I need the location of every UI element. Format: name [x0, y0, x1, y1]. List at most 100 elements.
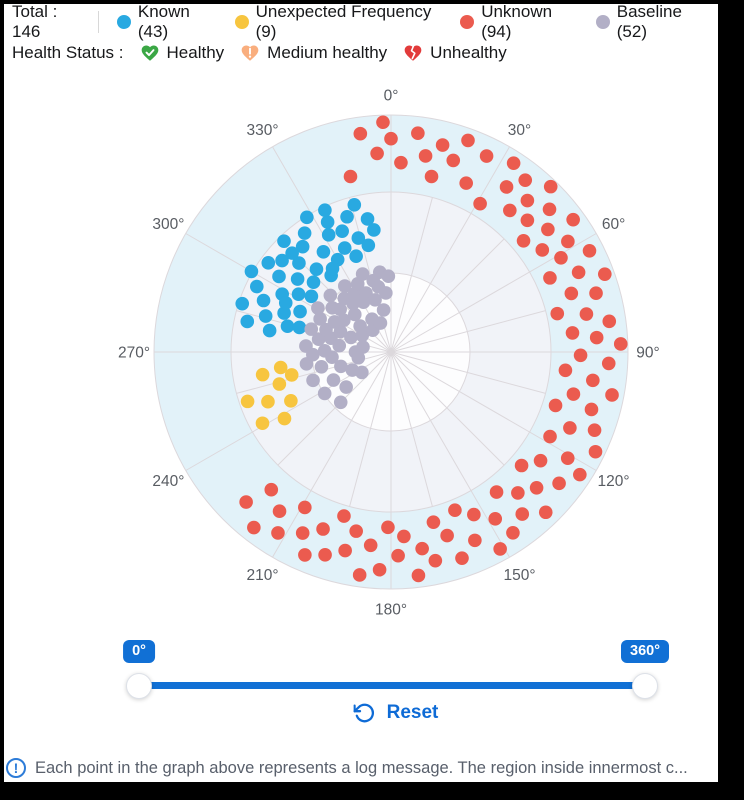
scatter-point-known[interactable] — [244, 264, 259, 279]
scatter-point-unexpected-frequency[interactable] — [273, 360, 288, 375]
scatter-point-unknown[interactable] — [506, 525, 520, 540]
scatter-point-known[interactable] — [250, 279, 264, 294]
legend-item-unknown[interactable]: Unknown (94) — [460, 4, 580, 42]
scatter-point-unknown[interactable] — [455, 551, 469, 565]
scatter-point-unexpected-frequency[interactable] — [255, 367, 270, 382]
scatter-point-unknown[interactable] — [247, 520, 261, 535]
scatter-point-baseline[interactable] — [353, 319, 367, 333]
scatter-point-known[interactable] — [261, 256, 276, 270]
scatter-point-unknown[interactable] — [564, 286, 579, 301]
scatter-point-known[interactable] — [367, 223, 381, 237]
scatter-point-known[interactable] — [321, 228, 336, 242]
scatter-point-known[interactable] — [316, 244, 331, 259]
scatter-point-known[interactable] — [293, 304, 307, 319]
scatter-point-unknown[interactable] — [376, 115, 390, 130]
scatter-point-baseline[interactable] — [379, 286, 393, 300]
scatter-point-unknown[interactable] — [589, 330, 604, 345]
scatter-point-unknown[interactable] — [518, 173, 533, 187]
scatter-point-unexpected-frequency[interactable] — [272, 377, 287, 391]
scatter-point-baseline[interactable] — [323, 288, 338, 303]
scatter-point-known[interactable] — [340, 209, 354, 224]
scatter-point-unknown[interactable] — [370, 146, 384, 161]
scatter-point-baseline[interactable] — [299, 339, 313, 353]
scatter-point-baseline[interactable] — [306, 373, 320, 388]
scatter-point-unknown[interactable] — [601, 356, 616, 371]
scatter-point-unknown[interactable] — [298, 548, 312, 562]
scatter-point-unknown[interactable] — [493, 542, 507, 556]
scatter-point-known[interactable] — [277, 234, 291, 248]
scatter-point-unknown[interactable] — [538, 505, 553, 520]
scatter-point-known[interactable] — [240, 314, 255, 329]
scatter-point-known[interactable] — [361, 238, 376, 253]
scatter-point-unknown[interactable] — [394, 155, 408, 170]
scatter-point-unknown[interactable] — [516, 233, 531, 248]
scatter-point-known[interactable] — [337, 241, 352, 255]
scatter-point-known[interactable] — [349, 249, 363, 264]
scatter-point-baseline[interactable] — [337, 313, 351, 327]
scatter-point-known[interactable] — [306, 275, 321, 290]
scatter-point-baseline[interactable] — [333, 302, 347, 317]
scatter-point-unknown[interactable] — [605, 388, 619, 402]
scatter-point-known[interactable] — [262, 323, 277, 338]
slider-handle-max[interactable] — [632, 673, 658, 699]
scatter-point-known[interactable] — [335, 224, 349, 238]
scatter-point-unknown[interactable] — [582, 244, 597, 258]
scatter-point-unknown[interactable] — [565, 326, 580, 340]
scatter-point-unknown[interactable] — [363, 538, 378, 553]
scatter-point-unknown[interactable] — [440, 528, 454, 543]
scatter-point-known[interactable] — [292, 320, 307, 335]
scatter-point-baseline[interactable] — [373, 316, 388, 330]
reset-button[interactable]: Reset — [353, 702, 438, 724]
scatter-point-unknown[interactable] — [468, 533, 482, 548]
scatter-point-unknown[interactable] — [587, 423, 602, 437]
scatter-point-unknown[interactable] — [272, 504, 287, 518]
scatter-point-baseline[interactable] — [347, 307, 362, 322]
scatter-point-unknown[interactable] — [343, 169, 358, 184]
scatter-point-unexpected-frequency[interactable] — [284, 394, 298, 408]
scatter-point-unknown[interactable] — [529, 480, 544, 495]
scatter-point-baseline[interactable] — [311, 332, 326, 347]
scatter-point-unknown[interactable] — [573, 348, 588, 363]
scatter-point-known[interactable] — [278, 296, 293, 310]
scatter-point-known[interactable] — [360, 212, 375, 226]
scatter-point-baseline[interactable] — [311, 301, 325, 315]
scatter-point-unknown[interactable] — [520, 193, 535, 208]
scatter-point-baseline[interactable] — [317, 344, 332, 358]
scatter-point-unknown[interactable] — [560, 451, 575, 465]
scatter-point-unknown[interactable] — [566, 387, 581, 401]
scatter-point-known[interactable] — [280, 319, 295, 333]
scatter-point-unknown[interactable] — [397, 529, 411, 544]
slider-handle-min[interactable] — [126, 673, 152, 699]
scatter-point-baseline[interactable] — [304, 322, 319, 336]
scatter-point-unknown[interactable] — [428, 553, 443, 568]
scatter-point-unknown[interactable] — [554, 250, 568, 265]
scatter-point-known[interactable] — [291, 287, 306, 302]
scatter-point-baseline[interactable] — [317, 386, 332, 401]
scatter-point-unknown[interactable] — [426, 515, 441, 529]
scatter-point-baseline[interactable] — [337, 279, 352, 293]
scatter-point-known[interactable] — [290, 272, 305, 286]
scatter-point-unknown[interactable] — [499, 180, 514, 194]
scatter-point-unexpected-frequency[interactable] — [255, 416, 270, 431]
scatter-point-baseline[interactable] — [351, 350, 366, 365]
scatter-point-known[interactable] — [275, 253, 289, 268]
scatter-point-unknown[interactable] — [588, 444, 603, 459]
scatter-point-unknown[interactable] — [316, 522, 330, 536]
scatter-point-baseline[interactable] — [376, 303, 391, 317]
scatter-point-baseline[interactable] — [314, 359, 329, 374]
scatter-point-unknown[interactable] — [584, 402, 599, 417]
scatter-point-unknown[interactable] — [448, 503, 462, 518]
scatter-point-unknown[interactable] — [479, 149, 494, 163]
scatter-point-known[interactable] — [325, 261, 340, 276]
scatter-point-unknown[interactable] — [239, 495, 253, 509]
scatter-point-unknown[interactable] — [349, 524, 363, 538]
scatter-point-known[interactable] — [347, 198, 362, 212]
scatter-point-unknown[interactable] — [467, 507, 481, 522]
scatter-point-unknown[interactable] — [613, 337, 628, 351]
scatter-point-unknown[interactable] — [552, 476, 566, 491]
scatter-point-known[interactable] — [297, 226, 312, 240]
scatter-point-unknown[interactable] — [586, 373, 600, 388]
scatter-point-unknown[interactable] — [514, 458, 529, 473]
scatter-point-baseline[interactable] — [334, 359, 348, 374]
scatter-point-unknown[interactable] — [543, 429, 557, 444]
